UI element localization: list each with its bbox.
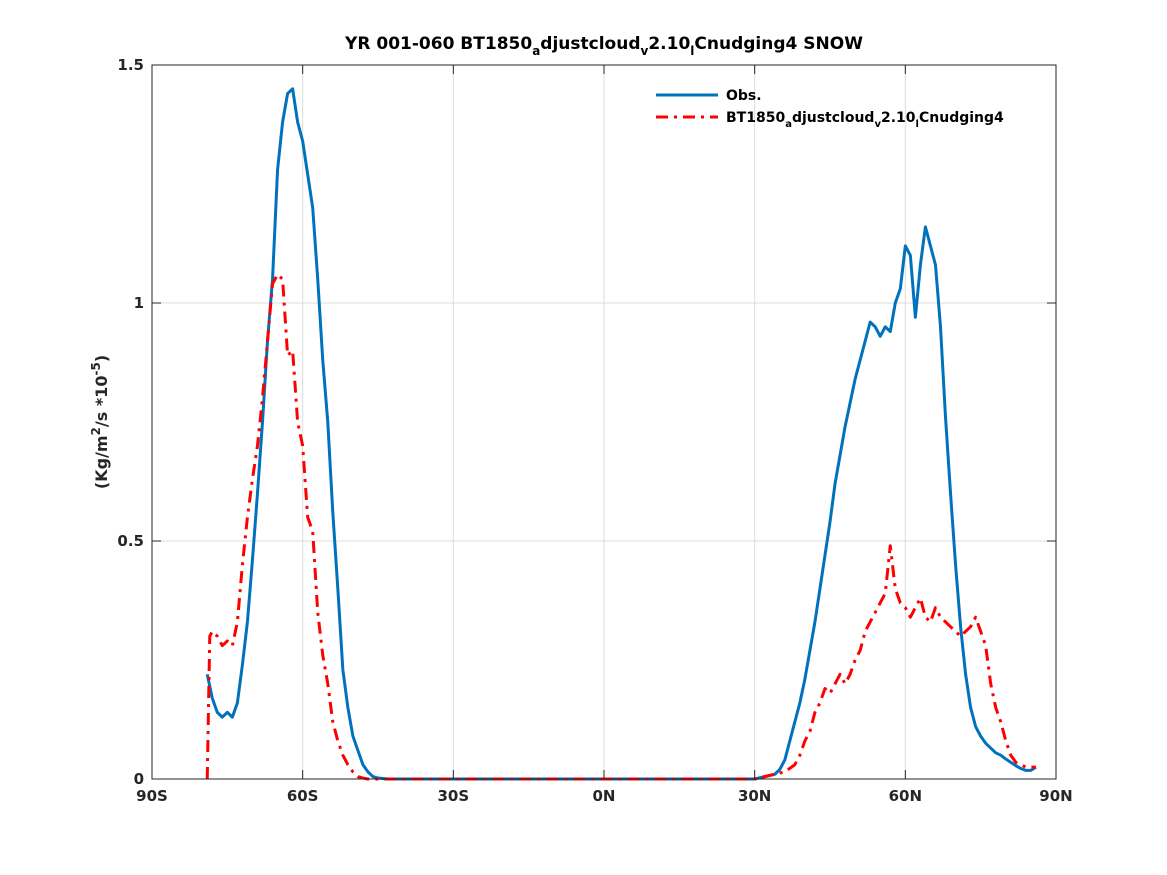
y-axis-label: (Kg/m2/s *10-5)	[89, 355, 111, 489]
legend-label-1: Obs.	[726, 88, 762, 104]
y-tick-label: 1.5	[117, 56, 144, 74]
grid-lines	[151, 64, 1057, 780]
series-line-1	[205, 87, 1037, 781]
x-tick-label: 60N	[889, 787, 922, 805]
x-tick-label: 90N	[1039, 787, 1072, 805]
x-tick-label: 30S	[437, 787, 469, 805]
series-layer	[205, 87, 1037, 781]
y-tick-label: 0	[134, 770, 144, 788]
tick-labels: 90S 60S 30S 0N 30N 60N 90N 0 0.5 1 1.5	[117, 56, 1072, 805]
x-tick-label: 0N	[593, 787, 616, 805]
x-tick-label: 30N	[738, 787, 771, 805]
axis-ticks	[151, 64, 1057, 780]
y-tick-label: 0.5	[117, 532, 144, 550]
legend-label-2: BT1850adjustcloudv2.10lCnudging4	[726, 110, 1004, 130]
chart-title: YR 001-060 BT1850adjustcloudv2.10lCnudgi…	[344, 34, 863, 58]
y-tick-label: 1	[134, 294, 144, 312]
x-tick-label: 60S	[287, 787, 319, 805]
legend: Obs. BT1850adjustcloudv2.10lCnudging4	[656, 88, 1004, 130]
series-line-2	[205, 272, 1036, 781]
x-tick-label: 90S	[136, 787, 168, 805]
